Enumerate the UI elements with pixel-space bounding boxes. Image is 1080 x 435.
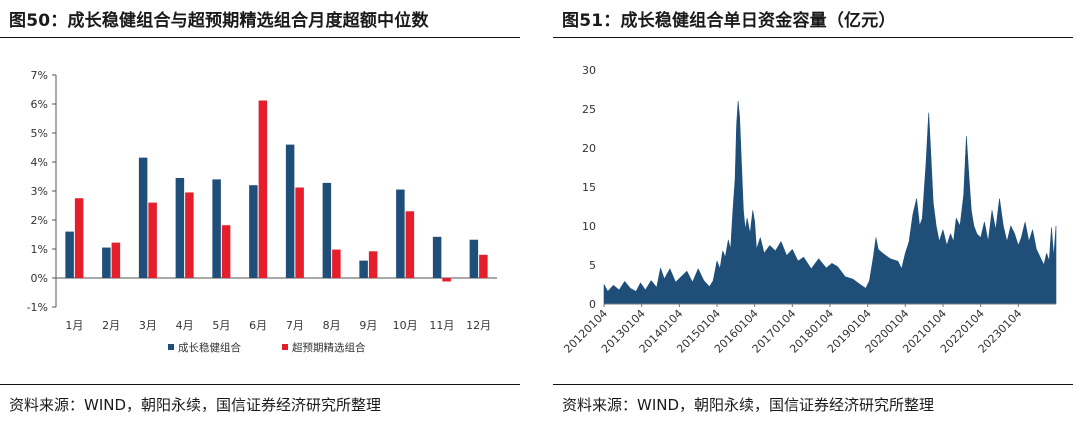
bar-surprise-select xyxy=(74,198,84,278)
bar-growth-stable xyxy=(212,179,221,278)
bar-growth-stable xyxy=(285,144,295,278)
x-tick-label: 12月 xyxy=(466,319,491,332)
right-title-rule xyxy=(553,37,1073,38)
x-tick-label: 7月 xyxy=(286,319,304,332)
x-tick-label: 4月 xyxy=(176,319,194,332)
legend-label: 超预期精选组合 xyxy=(292,341,366,354)
y-tick-label: 3% xyxy=(31,185,48,198)
y-tick-label: 6% xyxy=(31,98,48,111)
bar-surprise-select xyxy=(479,254,488,278)
x-tick-label: 3月 xyxy=(139,319,157,332)
x-tick-label: 9月 xyxy=(359,319,377,332)
bar-chart: -1% 0% 1% 2% 3% 4% 5% 6% 7% 1月 2月 3月 4月 5月 6月 7月 8月 9月 10月… xyxy=(27,69,497,354)
x-tick-label: 11月 xyxy=(429,319,454,332)
right-source-rule xyxy=(553,384,1073,385)
right-chart-title: 图51：成长稳健组合单日资金容量（亿元） xyxy=(562,11,896,31)
bar-growth-stable xyxy=(65,231,74,278)
y-tick-label: 30 xyxy=(582,64,596,77)
right-panel: 图51：成长稳健组合单日资金容量（亿元） 0 5 10 15 20 25 30 2012010… xyxy=(553,0,1073,435)
bar-growth-stable xyxy=(396,189,405,278)
y-tick-label: 0 xyxy=(589,298,596,311)
bar-growth-stable xyxy=(322,182,332,278)
left-source-rule xyxy=(0,384,520,385)
y-tick-label: 15 xyxy=(582,181,596,194)
y-tick-label: 20 xyxy=(582,142,596,155)
y-tick-label: 0% xyxy=(31,272,48,285)
bar-surprise-select xyxy=(368,251,378,278)
left-chart-title: 图50：成长稳健组合与超预期精选组合月度超额中位数 xyxy=(9,11,429,31)
bar-surprise-select xyxy=(185,192,194,278)
bar-surprise-select xyxy=(258,100,268,279)
y-tick-label: 25 xyxy=(582,103,596,116)
y-tick-label: 2% xyxy=(31,214,48,227)
legend-swatch xyxy=(168,344,174,350)
x-tick-label: 10月 xyxy=(393,319,418,332)
bar-surprise-select xyxy=(332,249,341,278)
bar-surprise-select xyxy=(442,278,451,282)
bar-growth-stable xyxy=(432,236,442,278)
bar-growth-stable xyxy=(102,247,111,278)
bar-surprise-select xyxy=(111,242,121,278)
left-panel: 图50：成长稳健组合与超预期精选组合月度超额中位数 -1% 0% 1% 2% 3% 4% 5… xyxy=(0,0,520,435)
bar-surprise-select xyxy=(295,187,304,278)
x-tick-label: 2月 xyxy=(102,319,120,332)
left-title-rule xyxy=(0,37,520,38)
legend-label: 成长稳健组合 xyxy=(178,341,241,354)
bar-surprise-select xyxy=(221,225,231,278)
bar-surprise-select xyxy=(148,202,157,278)
x-tick-label: 1月 xyxy=(65,319,83,332)
x-tick-label: 8月 xyxy=(323,319,341,332)
y-tick-label: 7% xyxy=(31,69,48,82)
y-tick-label: 4% xyxy=(31,156,48,169)
bar-growth-stable xyxy=(249,185,258,278)
left-source-note: 资料来源：WIND，朝阳永续，国信证券经济研究所整理 xyxy=(9,396,382,414)
x-tick-label: 5月 xyxy=(212,319,230,332)
bar-growth-stable xyxy=(359,260,368,278)
bar-growth-stable xyxy=(175,177,185,278)
y-tick-label: 5 xyxy=(589,259,596,272)
bar-growth-stable xyxy=(469,239,479,278)
y-tick-label: 1% xyxy=(31,243,48,256)
right-source-note: 资料来源：WIND，朝阳永续，国信证券经济研究所整理 xyxy=(562,396,935,414)
y-tick-label: 10 xyxy=(582,220,596,233)
bar-growth-stable xyxy=(138,157,148,278)
y-tick-label: 5% xyxy=(31,127,48,140)
bar-surprise-select xyxy=(405,211,415,278)
legend-swatch xyxy=(282,344,288,350)
y-tick-label: -1% xyxy=(27,301,48,314)
capacity-area-series xyxy=(603,100,1057,305)
x-tick-label: 6月 xyxy=(249,319,267,332)
area-chart: 0510152025302012010420130104201401042015… xyxy=(561,64,1057,356)
